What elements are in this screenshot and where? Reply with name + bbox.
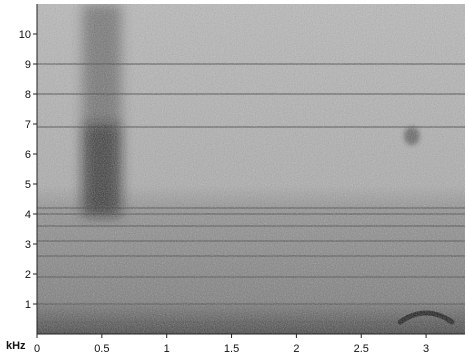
y-tick-label-6: 7 xyxy=(25,119,31,131)
x-axis-ticks xyxy=(36,334,427,338)
x-tick-label-0: 0 xyxy=(34,343,40,355)
y-tick-label-1: 2 xyxy=(25,269,31,281)
y-axis-ticks xyxy=(33,33,37,305)
x-tick-label-4: 2 xyxy=(293,343,299,355)
spectrogram-plot-area xyxy=(37,4,465,334)
y-tick-label-8: 9 xyxy=(25,59,31,71)
y-axis-tick-labels: 1 2 3 4 5 6 7 8 9 10 xyxy=(19,29,31,311)
x-tick-label-1: 0.5 xyxy=(94,343,109,355)
x-tick-label-3: 1.5 xyxy=(224,343,239,355)
y-tick-label-0: 1 xyxy=(25,299,31,311)
y-tick-label-5: 6 xyxy=(25,149,31,161)
y-unit-label: kHz xyxy=(6,340,26,352)
x-tick-label-6: 3 xyxy=(423,343,429,355)
x-axis-tick-labels: 0 0.5 1 1.5 2 2.5 3 xyxy=(34,343,429,355)
y-tick-label-4: 5 xyxy=(25,179,31,191)
spectrogram-noise-texture xyxy=(37,4,465,334)
y-tick-label-7: 8 xyxy=(25,89,31,101)
y-tick-label-3: 4 xyxy=(25,209,31,221)
y-tick-label-9: 10 xyxy=(19,29,31,41)
x-tick-label-5: 2.5 xyxy=(354,343,369,355)
y-tick-label-2: 3 xyxy=(25,239,31,251)
x-tick-label-2: 1 xyxy=(164,343,170,355)
